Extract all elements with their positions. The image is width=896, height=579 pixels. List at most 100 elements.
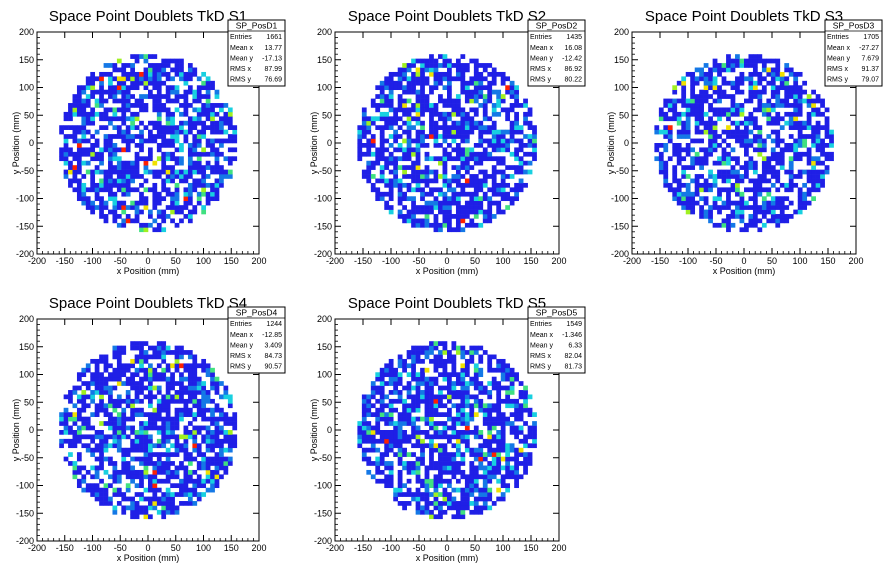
heatmap-cell <box>170 125 175 130</box>
heatmap-cell <box>527 111 533 117</box>
heatmap-cell <box>496 487 502 493</box>
heatmap-cell <box>143 412 149 417</box>
heatmap-cell <box>433 125 439 130</box>
heatmap-cell <box>81 120 87 126</box>
heatmap-cell <box>227 156 233 162</box>
heatmap-cell <box>523 438 528 444</box>
heatmap-cell <box>429 156 434 162</box>
y-tick-label: -100 <box>314 481 332 491</box>
heatmap-cell <box>134 381 140 386</box>
heatmap-cell <box>108 474 113 480</box>
heatmap-cell <box>708 116 713 122</box>
heatmap-cell <box>406 372 412 378</box>
heatmap-cell <box>170 134 175 139</box>
heatmap-cell <box>415 116 421 122</box>
heatmap-cell <box>139 98 144 104</box>
heatmap-cell <box>429 107 434 113</box>
heatmap-cell <box>491 403 497 409</box>
heatmap-cell <box>196 407 202 413</box>
heatmap-cell <box>509 443 515 449</box>
heatmap-cell <box>464 182 470 188</box>
x-tick-label: 0 <box>444 256 449 266</box>
heatmap-cell <box>429 71 434 77</box>
heatmap-cell <box>451 514 457 520</box>
heatmap-cell <box>469 116 475 122</box>
heatmap-cell <box>165 505 171 511</box>
heatmap-cell <box>429 465 434 471</box>
heatmap-cell <box>451 456 457 462</box>
heatmap-cell <box>156 496 162 502</box>
heatmap-cell <box>90 465 96 471</box>
heatmap-cell <box>473 398 479 404</box>
heatmap-cell <box>429 501 434 506</box>
heatmap-cell <box>514 478 519 484</box>
heatmap-cell <box>76 412 82 417</box>
heatmap-cell <box>752 58 758 64</box>
heatmap-cell <box>505 89 511 95</box>
heatmap-cell <box>375 469 381 475</box>
heatmap-cell <box>384 85 390 91</box>
heatmap-cell <box>99 465 104 471</box>
heatmap-cell <box>223 174 229 179</box>
heatmap-cell <box>478 443 484 449</box>
heatmap-cell <box>447 85 452 91</box>
heatmap-cell <box>161 182 167 188</box>
heatmap-cell <box>214 416 220 422</box>
heatmap-cell <box>165 71 171 77</box>
heatmap-cell <box>654 129 660 135</box>
heatmap-cell <box>156 125 162 130</box>
heatmap-cell <box>108 425 113 431</box>
heatmap-cell <box>161 345 167 351</box>
heatmap-cell <box>214 182 220 188</box>
heatmap-cell <box>170 443 175 449</box>
heatmap-cell <box>384 416 390 422</box>
heatmap-cell <box>192 403 198 409</box>
heatmap-cell <box>478 407 484 413</box>
heatmap-cell <box>496 452 502 457</box>
heatmap-cell <box>721 156 727 162</box>
heatmap-cell <box>179 465 184 471</box>
heatmap-cell <box>726 218 731 224</box>
heatmap-cell <box>402 191 407 197</box>
heatmap-cell <box>509 129 515 135</box>
heatmap-cell <box>183 94 189 99</box>
heatmap-cell <box>473 58 479 64</box>
heatmap-cell <box>379 403 385 409</box>
heatmap-cell <box>654 143 660 148</box>
heatmap-cell <box>59 430 64 435</box>
heatmap-cell <box>94 469 100 475</box>
heatmap-cell <box>116 501 122 506</box>
heatmap-cell <box>451 200 457 206</box>
heatmap-cell <box>496 416 502 422</box>
heatmap-cell <box>717 222 722 228</box>
heatmap-cell <box>205 89 211 95</box>
heatmap-cell <box>420 94 425 99</box>
heatmap-cell <box>491 381 497 386</box>
heatmap-cell <box>108 63 113 68</box>
heatmap-cell <box>90 174 96 179</box>
heatmap-cell <box>139 425 144 431</box>
heatmap-cell <box>429 390 434 395</box>
heatmap-cell <box>116 205 122 210</box>
heatmap-cell <box>496 169 502 175</box>
heatmap-cell <box>366 138 372 144</box>
heatmap-cell <box>514 434 519 440</box>
heatmap-cell <box>442 478 448 484</box>
heatmap-cell <box>134 111 140 117</box>
heatmap-cell <box>748 143 754 148</box>
heatmap-cell <box>402 465 407 471</box>
heatmap-cell <box>148 483 153 489</box>
stats-box-name: SP_PosD3 <box>833 21 875 31</box>
heatmap-cell <box>447 496 452 502</box>
heatmap-cell <box>143 452 149 457</box>
heatmap-cell <box>721 218 727 224</box>
heatmap-cell <box>134 80 140 86</box>
heatmap-cell <box>366 456 372 462</box>
heatmap-cell <box>761 58 767 64</box>
heatmap-cell <box>473 474 479 480</box>
heatmap-cell <box>227 438 233 444</box>
heatmap-cell <box>811 111 816 117</box>
heatmap-cell <box>509 120 515 126</box>
heatmap-cell <box>730 200 736 206</box>
heatmap-cell <box>99 178 104 184</box>
